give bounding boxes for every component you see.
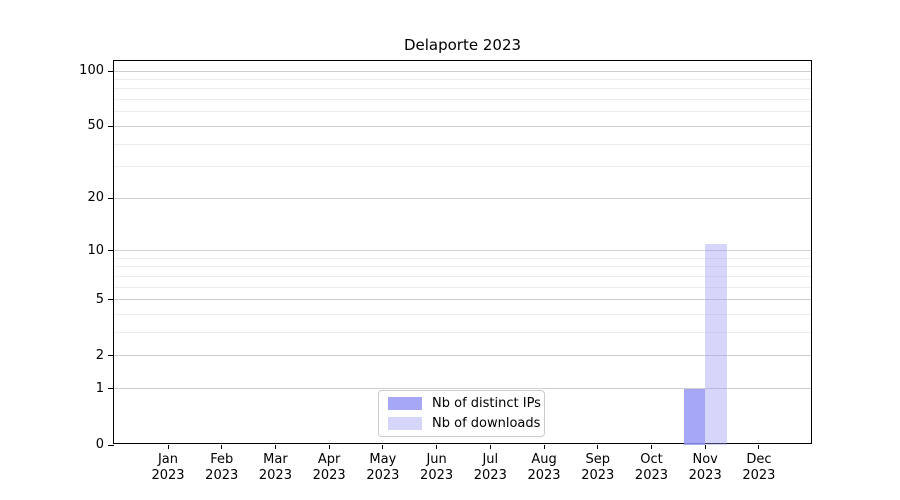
y-gridline-major xyxy=(114,197,811,199)
y-tick-label: 0 xyxy=(95,437,104,452)
y-axis-tick xyxy=(108,444,114,446)
y-gridline-minor xyxy=(114,166,811,168)
x-tick-label: Sep 2023 xyxy=(566,452,630,484)
x-tick-label: Aug 2023 xyxy=(512,452,576,484)
x-axis-tick xyxy=(328,445,330,449)
y-gridline-major xyxy=(114,299,811,301)
y-tick-label: 2 xyxy=(95,347,104,363)
y-tick-label: 5 xyxy=(95,291,104,307)
x-axis-tick xyxy=(274,445,276,449)
x-tick-label-year: 2023 xyxy=(634,468,669,483)
legend-label-distinct-ips: Nb of distinct IPs xyxy=(432,396,541,411)
x-tick-label-year: 2023 xyxy=(581,468,615,483)
x-tick-label-year: 2023 xyxy=(420,468,454,483)
legend-swatch-distinct-ips xyxy=(388,397,422,410)
x-tick-label: Oct 2023 xyxy=(619,452,683,484)
y-axis-tick xyxy=(108,197,114,199)
y-gridline-major xyxy=(114,388,811,390)
x-axis-tick xyxy=(221,445,223,449)
y-gridline-minor xyxy=(114,78,811,80)
y-tick-label: 50 xyxy=(87,118,104,134)
x-tick-label: May 2023 xyxy=(351,452,415,484)
x-axis-tick xyxy=(167,445,169,449)
x-tick-label-year: 2023 xyxy=(688,468,722,483)
x-tick-label-year: 2023 xyxy=(151,468,185,483)
chart-title: Delaporte 2023 xyxy=(403,36,522,54)
x-axis-tick xyxy=(704,445,706,449)
y-tick-label: 20 xyxy=(87,190,104,206)
legend-label-downloads: Nb of downloads xyxy=(432,416,541,431)
x-tick-label-year: 2023 xyxy=(312,468,346,483)
legend-entry-distinct-ips: Nb of distinct IPs xyxy=(388,396,544,411)
x-tick-label-year: 2023 xyxy=(258,468,292,483)
y-gridline-minor xyxy=(114,266,811,268)
legend-swatch-downloads xyxy=(388,417,422,430)
x-tick-label: Nov 2023 xyxy=(673,452,737,484)
x-tick-label: Jan 2023 xyxy=(136,452,200,484)
x-axis-tick xyxy=(489,445,491,449)
x-tick-label-year: 2023 xyxy=(473,468,507,483)
y-gridline-minor xyxy=(114,314,811,316)
y-gridline-minor xyxy=(114,99,811,101)
x-tick-label: Jun 2023 xyxy=(405,452,469,484)
y-gridline-major xyxy=(114,70,811,72)
y-gridline-minor xyxy=(114,286,811,288)
y-tick-label: 1 xyxy=(95,380,104,396)
y-axis-tick xyxy=(108,355,114,357)
y-gridline-minor xyxy=(114,332,811,334)
x-tick-label-year: 2023 xyxy=(205,468,239,483)
x-tick-label: Mar 2023 xyxy=(243,452,307,484)
y-gridline-minor xyxy=(114,111,811,113)
x-tick-label: Feb 2023 xyxy=(190,452,254,484)
bar-series-1 xyxy=(705,243,727,445)
x-axis-tick xyxy=(436,445,438,449)
x-tick-label: Apr 2023 xyxy=(297,452,361,484)
y-axis-tick xyxy=(108,388,114,390)
x-axis-tick xyxy=(543,445,545,449)
x-axis-tick xyxy=(758,445,760,449)
x-tick-label: Dec 2023 xyxy=(727,452,791,484)
y-gridline-minor xyxy=(114,143,811,145)
y-gridline-minor xyxy=(114,88,811,90)
x-axis-tick xyxy=(382,445,384,449)
plot-area: 0 1 2 5 10 20 50 100 Jan 2023 Feb 2023 Mar 2023 Apr 202… xyxy=(79,60,812,483)
y-gridline-major xyxy=(114,250,811,252)
x-tick-label-year: 2023 xyxy=(527,468,561,483)
y-gridline-minor xyxy=(114,257,811,259)
legend-entry-downloads: Nb of downloads xyxy=(388,416,544,431)
x-axis-tick xyxy=(650,445,652,449)
x-tick-label: Jul 2023 xyxy=(458,452,522,484)
y-tick-label: 10 xyxy=(87,242,104,258)
y-axis-tick xyxy=(108,125,114,127)
y-gridline-major xyxy=(114,125,811,127)
x-tick-label-year: 2023 xyxy=(742,468,776,483)
y-gridline-major xyxy=(114,355,811,357)
y-gridline-minor xyxy=(114,275,811,277)
legend: Nb of distinct IPs Nb of downloads xyxy=(378,390,545,437)
x-axis-tick xyxy=(597,445,599,449)
y-axis-tick xyxy=(108,70,114,72)
y-axis-tick xyxy=(108,250,114,252)
y-axis-tick xyxy=(108,299,114,301)
x-tick-label-year: 2023 xyxy=(366,468,400,483)
y-tick-label: 100 xyxy=(79,63,104,78)
bar-series-0 xyxy=(683,388,706,445)
